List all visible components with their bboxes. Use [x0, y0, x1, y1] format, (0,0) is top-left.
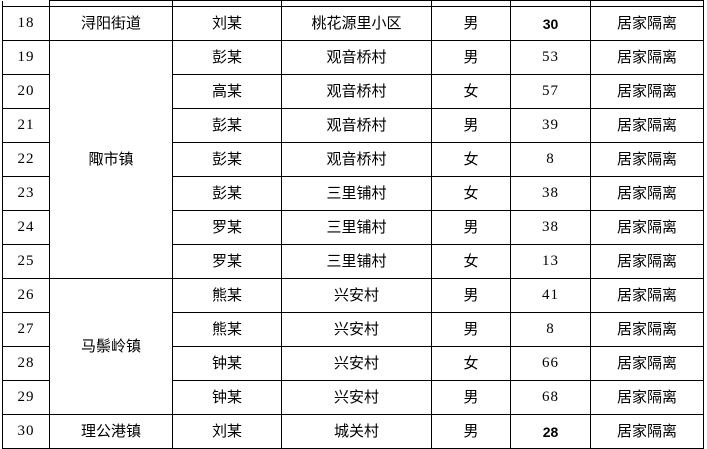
name-cell: 彭某	[172, 40, 282, 75]
age-cell: 30	[510, 6, 591, 41]
table-row: 19 陬市镇 彭某 观音桥村 男 53 居家隔离	[2, 40, 704, 279]
gender-cell: 女	[431, 346, 511, 381]
village-cell: 兴安村	[281, 380, 432, 415]
town-cell: 理公港镇	[49, 414, 173, 449]
table-row: 24 罗某 三里铺村 男 38 居家隔离	[2, 210, 704, 245]
town-cell: 马鬃岭镇	[49, 278, 173, 415]
town-cell: 浔阳街道	[49, 6, 173, 41]
gender-cell: 男	[431, 312, 511, 347]
age-cell: 39	[510, 108, 591, 143]
village-cell: 观音桥村	[281, 108, 432, 143]
measure-cell: 居家隔离	[590, 278, 704, 313]
serial-number-cell: 30	[2, 414, 50, 449]
serial-number-cell: 20	[2, 74, 50, 109]
village-cell: 三里铺村	[281, 244, 432, 279]
village-cell: 三里铺村	[281, 176, 432, 211]
gender-cell: 男	[431, 6, 511, 41]
gender-cell: 女	[431, 176, 511, 211]
name-cell: 钟某	[172, 380, 282, 415]
serial-number-cell: 25	[2, 244, 50, 279]
gender-cell: 男	[431, 380, 511, 415]
age-cell: 41	[510, 278, 591, 313]
measure-cell: 居家隔离	[590, 244, 704, 279]
gender-cell: 男	[431, 414, 511, 449]
age-cell: 38	[510, 210, 591, 245]
gender-cell: 女	[431, 244, 511, 279]
table-row: 18 浔阳街道 刘某 桃花源里小区 男 30 居家隔离	[2, 6, 704, 41]
name-cell: 钟某	[172, 346, 282, 381]
name-cell: 熊某	[172, 312, 282, 347]
name-cell: 刘某	[172, 6, 282, 41]
village-cell: 兴安村	[281, 278, 432, 313]
name-cell: 熊某	[172, 278, 282, 313]
table-row: 26 马鬃岭镇 熊某 兴安村 男 41 居家隔离	[2, 278, 704, 415]
age-cell: 38	[510, 176, 591, 211]
village-cell: 观音桥村	[281, 74, 432, 109]
table-row: 27 熊某 兴安村 男 8 居家隔离	[2, 312, 704, 347]
measure-cell: 居家隔离	[590, 380, 704, 415]
name-cell: 彭某	[172, 176, 282, 211]
serial-number-cell: 29	[2, 380, 50, 415]
measure-cell: 居家隔离	[590, 40, 704, 75]
measure-cell: 居家隔离	[590, 346, 704, 381]
measure-cell: 居家隔离	[590, 312, 704, 347]
age-cell: 66	[510, 346, 591, 381]
serial-number-cell: 28	[2, 346, 50, 381]
serial-number-cell: 27	[2, 312, 50, 347]
name-cell: 彭某	[172, 108, 282, 143]
name-cell: 高某	[172, 74, 282, 109]
gender-cell: 女	[431, 74, 511, 109]
table-row: 22 彭某 观音桥村 女 8 居家隔离	[2, 142, 704, 177]
measure-cell: 居家隔离	[590, 210, 704, 245]
serial-number-cell: 23	[2, 176, 50, 211]
village-cell: 兴安村	[281, 346, 432, 381]
age-cell: 13	[510, 244, 591, 279]
village-cell: 观音桥村	[281, 40, 432, 75]
serial-number-cell: 26	[2, 278, 50, 313]
age-cell: 53	[510, 40, 591, 75]
town-cell: 陬市镇	[49, 40, 173, 279]
age-cell: 68	[510, 380, 591, 415]
village-cell: 三里铺村	[281, 210, 432, 245]
village-cell: 桃花源里小区	[281, 6, 432, 41]
gender-cell: 男	[431, 210, 511, 245]
measure-cell: 居家隔离	[590, 74, 704, 109]
village-cell: 观音桥村	[281, 142, 432, 177]
table-row: 29 钟某 兴安村 男 68 居家隔离	[2, 380, 704, 415]
serial-number-cell: 19	[2, 40, 50, 75]
table-row: 20 高某 观音桥村 女 57 居家隔离	[2, 74, 704, 109]
measure-cell: 居家隔离	[590, 414, 704, 449]
measure-cell: 居家隔离	[590, 176, 704, 211]
gender-cell: 女	[431, 142, 511, 177]
measure-cell: 居家隔离	[590, 142, 704, 177]
serial-number-cell: 22	[2, 142, 50, 177]
gender-cell: 男	[431, 40, 511, 75]
age-cell: 8	[510, 312, 591, 347]
serial-number-cell: 18	[2, 6, 50, 41]
name-cell: 罗某	[172, 244, 282, 279]
gender-cell: 男	[431, 278, 511, 313]
table-row: 28 钟某 兴安村 女 66 居家隔离	[2, 346, 704, 381]
name-cell: 彭某	[172, 142, 282, 177]
village-cell: 城关村	[281, 414, 432, 449]
village-cell: 兴安村	[281, 312, 432, 347]
age-cell: 28	[510, 414, 591, 449]
serial-number-cell: 21	[2, 108, 50, 143]
name-cell: 罗某	[172, 210, 282, 245]
serial-number-cell: 24	[2, 210, 50, 245]
age-cell: 8	[510, 142, 591, 177]
table-row: 23 彭某 三里铺村 女 38 居家隔离	[2, 176, 704, 211]
measure-cell: 居家隔离	[590, 108, 704, 143]
measure-cell: 居家隔离	[590, 6, 704, 41]
gender-cell: 男	[431, 108, 511, 143]
age-cell: 57	[510, 74, 591, 109]
table-row: 30 理公港镇 刘某 城关村 男 28 居家隔离	[2, 414, 704, 449]
name-cell: 刘某	[172, 414, 282, 449]
